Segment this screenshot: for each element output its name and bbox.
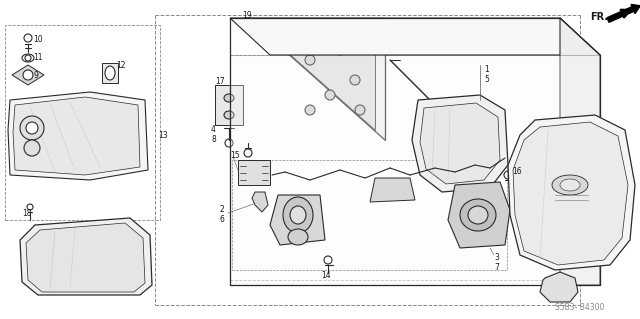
Text: 15: 15 — [230, 151, 239, 160]
Ellipse shape — [460, 199, 496, 231]
Ellipse shape — [355, 105, 365, 115]
Polygon shape — [258, 26, 375, 130]
Polygon shape — [370, 178, 415, 202]
Polygon shape — [26, 223, 145, 292]
Polygon shape — [448, 182, 510, 248]
Text: 14: 14 — [321, 271, 331, 279]
Text: 13: 13 — [158, 130, 168, 139]
Text: 10: 10 — [33, 35, 43, 44]
Ellipse shape — [224, 111, 234, 119]
Ellipse shape — [283, 197, 313, 233]
Ellipse shape — [305, 105, 315, 115]
Polygon shape — [230, 55, 600, 285]
Ellipse shape — [284, 39, 296, 51]
Ellipse shape — [23, 70, 33, 80]
Text: 12: 12 — [116, 61, 125, 70]
Text: 19: 19 — [242, 11, 252, 19]
Ellipse shape — [224, 94, 234, 102]
Text: 5: 5 — [484, 76, 489, 85]
Text: 4: 4 — [211, 125, 216, 135]
Polygon shape — [248, 18, 385, 140]
Bar — [5, 25, 160, 220]
Polygon shape — [540, 272, 578, 302]
Text: 6: 6 — [220, 216, 225, 225]
Text: S5B3- B4300: S5B3- B4300 — [555, 302, 604, 311]
FancyArrow shape — [607, 4, 640, 22]
Polygon shape — [13, 97, 140, 175]
Polygon shape — [252, 192, 268, 212]
Ellipse shape — [325, 90, 335, 100]
Ellipse shape — [288, 229, 308, 245]
Text: FR.: FR. — [590, 12, 608, 22]
Polygon shape — [12, 65, 44, 85]
Ellipse shape — [560, 179, 580, 191]
Text: 16: 16 — [512, 167, 522, 176]
Polygon shape — [508, 115, 635, 270]
Polygon shape — [20, 218, 152, 295]
Polygon shape — [8, 92, 148, 180]
Polygon shape — [420, 103, 500, 184]
Ellipse shape — [468, 206, 488, 224]
Text: 8: 8 — [211, 136, 216, 145]
Polygon shape — [230, 18, 600, 55]
Ellipse shape — [335, 45, 345, 55]
Bar — [238, 160, 270, 185]
Polygon shape — [560, 18, 600, 285]
Bar — [232, 160, 507, 270]
Text: 3: 3 — [494, 254, 499, 263]
Ellipse shape — [350, 75, 360, 85]
Text: 17: 17 — [215, 78, 225, 86]
Ellipse shape — [26, 122, 38, 134]
Text: 11: 11 — [33, 54, 42, 63]
Ellipse shape — [24, 140, 40, 156]
Ellipse shape — [20, 116, 44, 140]
Ellipse shape — [105, 66, 115, 80]
Polygon shape — [102, 63, 118, 83]
Text: 2: 2 — [220, 205, 225, 214]
Text: 1: 1 — [484, 65, 489, 75]
Ellipse shape — [552, 175, 588, 195]
Bar — [215, 85, 243, 125]
Text: 7: 7 — [494, 263, 499, 272]
Polygon shape — [270, 195, 325, 245]
Polygon shape — [513, 122, 628, 265]
Ellipse shape — [290, 206, 306, 224]
Text: 18: 18 — [22, 209, 31, 218]
Text: 9: 9 — [33, 70, 38, 79]
Ellipse shape — [305, 55, 315, 65]
Polygon shape — [412, 95, 508, 192]
